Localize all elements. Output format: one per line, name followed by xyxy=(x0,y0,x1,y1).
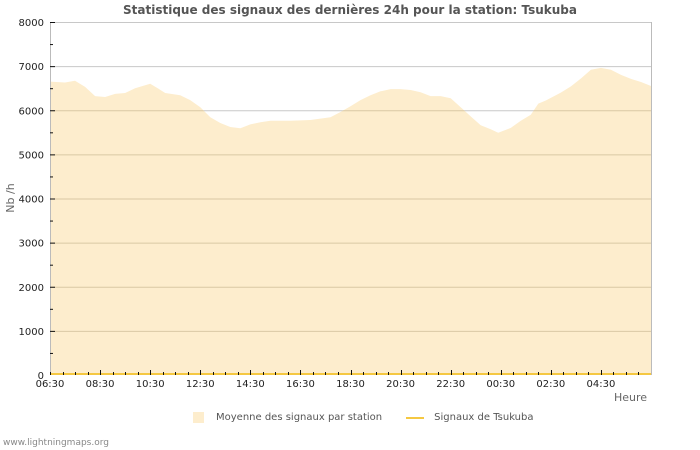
y-tick-label: 0 xyxy=(38,371,44,382)
chart-title: Statistique des signaux des dernières 24… xyxy=(123,3,577,17)
x-tick-label: 18:30 xyxy=(336,379,365,390)
y-tick-label: 5000 xyxy=(19,150,44,161)
x-axis-label: Heure xyxy=(614,391,647,404)
y-tick-label: 4000 xyxy=(19,195,44,206)
x-tick-label: 14:30 xyxy=(236,379,265,390)
x-tick-label: 12:30 xyxy=(186,379,215,390)
legend-label-tsukuba: Signaux de Tsukuba xyxy=(434,412,534,423)
line-swatch-icon xyxy=(406,416,425,419)
x-tick-label: 06:30 xyxy=(36,379,65,390)
legend-item-average[interactable]: Moyenne des signaux par station xyxy=(193,412,382,423)
y-tick-label: 2000 xyxy=(19,283,44,294)
y-tick-label: 7000 xyxy=(19,62,44,73)
x-tick-label: 16:30 xyxy=(286,379,315,390)
legend-item-tsukuba[interactable]: Signaux de Tsukuba xyxy=(406,412,534,423)
y-tick-label: 3000 xyxy=(19,239,44,250)
y-tick-label: 6000 xyxy=(19,106,44,117)
x-tick-label: 08:30 xyxy=(86,379,115,390)
x-tick-label: 20:30 xyxy=(386,379,415,390)
y-axis-label: Nb /h xyxy=(4,183,17,212)
average-signals-area xyxy=(50,67,651,376)
y-tick-label: 1000 xyxy=(19,327,44,338)
gridlines-over-area xyxy=(50,110,651,332)
y-tick-label: 8000 xyxy=(19,18,44,29)
x-tick-label: 00:30 xyxy=(486,379,515,390)
x-tick-label: 22:30 xyxy=(436,379,465,390)
x-tick-label: 10:30 xyxy=(136,379,165,390)
x-tick-label: 02:30 xyxy=(536,379,565,390)
x-tick-label: 04:30 xyxy=(587,379,616,390)
legend-label-average: Moyenne des signaux par station xyxy=(216,412,383,423)
y-axis-ticks: 0 1000 2000 3000 4000 5000 6000 7000 8000 xyxy=(19,18,55,382)
legend: Moyenne des signaux par station Signaux … xyxy=(193,412,558,423)
x-axis-ticks: 06:30 08:30 10:30 12:30 14:30 16:30 18:30 20:30… xyxy=(36,370,639,390)
area-swatch-icon xyxy=(193,412,204,423)
footer-source-link[interactable]: www.lightningmaps.org xyxy=(3,438,109,448)
